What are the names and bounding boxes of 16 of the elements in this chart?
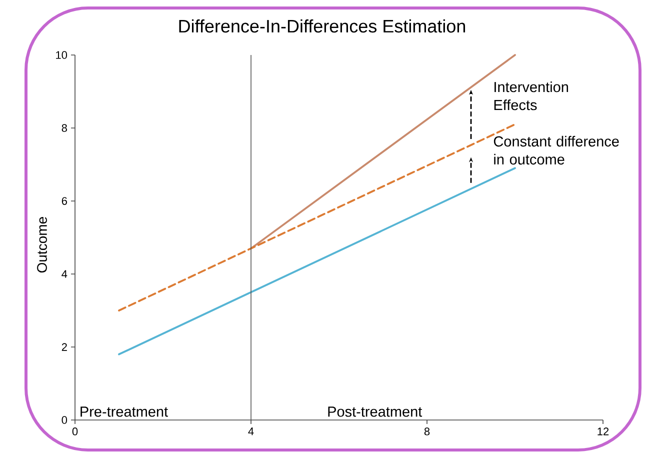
x-tick-label: 0 (72, 428, 78, 436)
x-tick-label: 8 (424, 428, 430, 436)
y-axis-title: Outcome (37, 217, 47, 273)
annotation: Pre-treatment (80, 406, 168, 417)
y-tick-label: 2 (62, 343, 67, 351)
x-tick-label: 12 (598, 428, 609, 436)
annotation: Intervention Effects (494, 82, 568, 110)
y-tick-label: 10 (56, 51, 68, 59)
annotation: Post-treatment (328, 406, 422, 417)
annotation: Constant difference in outcome (494, 136, 619, 165)
y-tick-label: 4 (62, 270, 68, 278)
y-tick-label: 6 (62, 197, 67, 205)
x-tick-label: 4 (248, 428, 254, 436)
y-tick-label: 0 (62, 416, 68, 424)
chart-title: Difference-In-Differences Estimation (179, 19, 466, 33)
y-tick-label: 8 (62, 124, 67, 132)
